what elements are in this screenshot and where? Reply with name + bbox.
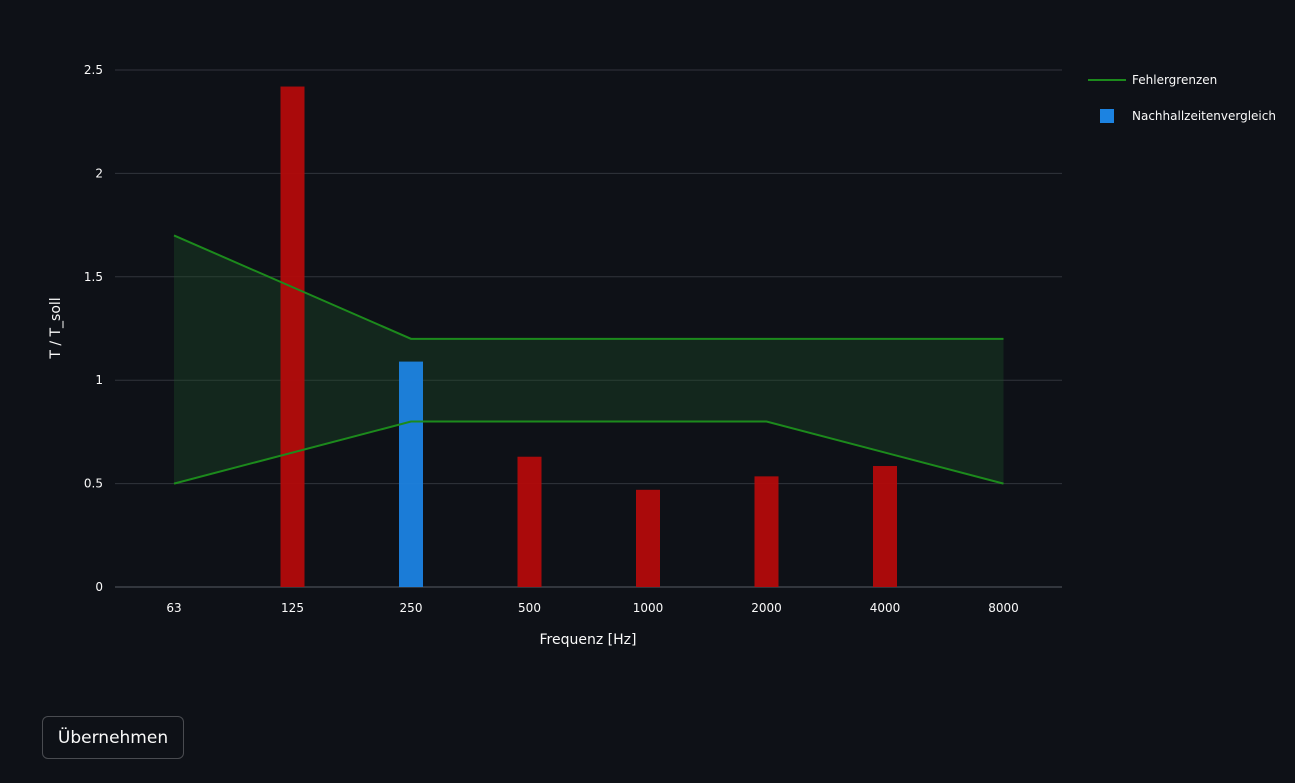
apply-button[interactable]: Übernehmen bbox=[42, 716, 184, 759]
upper-tolerance-line bbox=[173, 234, 1004, 340]
y-tick-labels: 0 0.5 1 1.5 2 2.5 bbox=[84, 63, 103, 594]
tolerance-lines bbox=[173, 234, 1004, 485]
bar-2000 bbox=[754, 476, 779, 587]
x-tick-label: 63 bbox=[166, 601, 181, 615]
x-tick-label: 250 bbox=[400, 601, 423, 615]
bar-series bbox=[280, 86, 897, 587]
bar-250 bbox=[399, 361, 423, 587]
x-tick-label: 8000 bbox=[988, 601, 1019, 615]
tolerance-band bbox=[174, 235, 1004, 484]
grid-lines bbox=[115, 69, 1062, 588]
x-tick-label: 1000 bbox=[633, 601, 664, 615]
x-axis-title: Frequenz [Hz] bbox=[540, 632, 637, 648]
y-tick-label: 0 bbox=[95, 580, 103, 594]
y-axis-title: T / T_soll bbox=[48, 297, 64, 359]
x-tick-labels: 63 125 250 500 1000 2000 4000 8000 bbox=[166, 601, 1018, 615]
x-tick-label: 2000 bbox=[751, 601, 782, 615]
bar-125 bbox=[280, 86, 305, 587]
y-tick-label: 2 bbox=[95, 166, 103, 180]
legend: Fehlergrenzen Nachhallzeitenvergleich bbox=[1088, 73, 1276, 123]
legend-box-swatch bbox=[1100, 109, 1114, 123]
y-tick-label: 1.5 bbox=[84, 270, 103, 284]
legend-label: Nachhallzeitenvergleich bbox=[1132, 109, 1276, 123]
x-tick-label: 500 bbox=[518, 601, 541, 615]
bar-4000 bbox=[873, 466, 897, 587]
bar-1000 bbox=[636, 489, 660, 587]
y-tick-label: 2.5 bbox=[84, 63, 103, 77]
tolerance-bar-chart: 0 0.5 1 1.5 2 2.5 63 125 250 500 1000 2000 4000 8000… bbox=[48, 63, 1276, 648]
x-tick-label: 4000 bbox=[870, 601, 901, 615]
y-tick-label: 1 bbox=[95, 373, 103, 387]
legend-label: Fehlergrenzen bbox=[1132, 73, 1217, 87]
tolerance-band-fill bbox=[174, 235, 1004, 484]
y-tick-label: 0.5 bbox=[84, 477, 103, 491]
lower-tolerance-line bbox=[173, 420, 1004, 485]
x-tick-label: 125 bbox=[281, 601, 304, 615]
bar-500 bbox=[517, 456, 542, 587]
